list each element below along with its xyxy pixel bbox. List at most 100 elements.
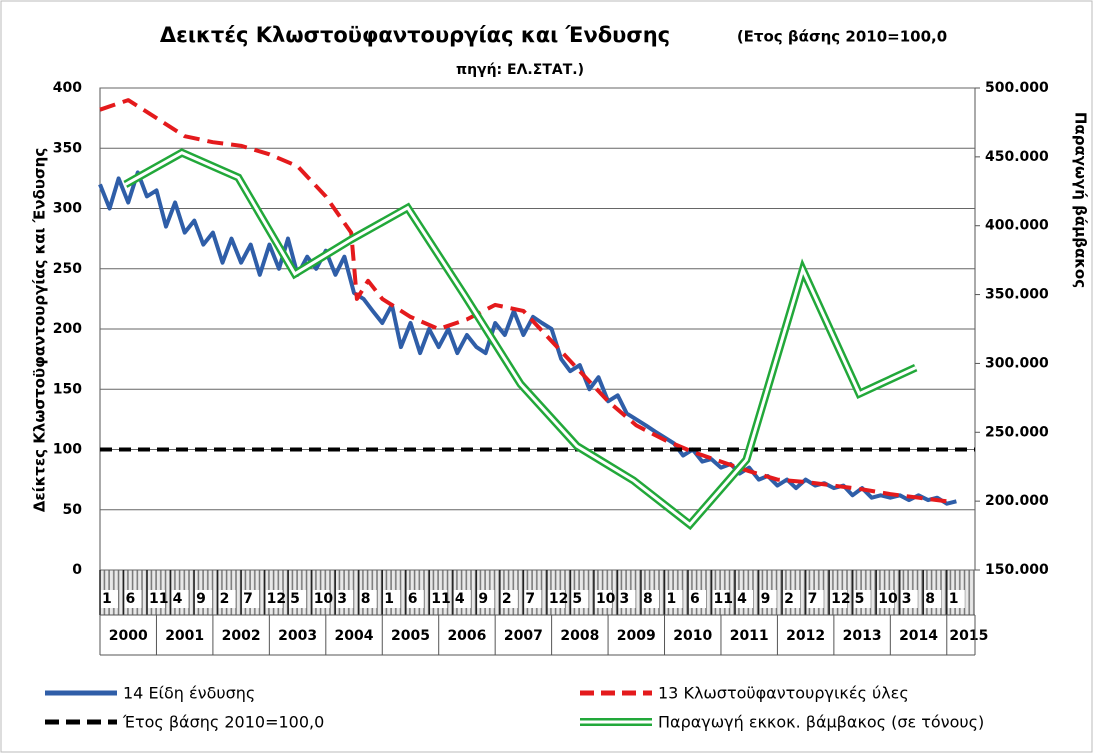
y2-tick-label: 200.000 xyxy=(985,493,1049,509)
x-tick-label: 12 xyxy=(549,591,568,607)
x-tick-label: 3 xyxy=(902,591,912,607)
legend-label: 13 Κλωστοϋφαντουργικές ύλες xyxy=(658,684,909,703)
x-tick-label: 8 xyxy=(643,591,653,607)
year-label: 2008 xyxy=(560,628,599,644)
x-label-bg xyxy=(336,590,354,608)
x-tick-label: 11 xyxy=(149,591,168,607)
x-tick-label: 4 xyxy=(455,591,465,607)
y2-tick-label: 500.000 xyxy=(985,80,1049,96)
y2-tick-label: 150.000 xyxy=(985,562,1049,578)
x-tick-label: 7 xyxy=(243,591,253,607)
x-tick-label: 5 xyxy=(572,591,582,607)
y-tick-label: 300 xyxy=(53,201,82,217)
x-tick-label: 11 xyxy=(714,591,733,607)
x-label-bg xyxy=(524,590,542,608)
y-tick-label: 150 xyxy=(53,381,82,397)
year-label: 2010 xyxy=(673,628,712,644)
x-label-bg xyxy=(924,590,942,608)
year-label: 2006 xyxy=(447,628,486,644)
x-tick-label: 10 xyxy=(878,591,898,607)
line-series-inner xyxy=(124,151,917,527)
x-label-bg xyxy=(430,590,448,608)
x-tick-label: 1 xyxy=(384,591,394,607)
x-label-bg xyxy=(218,590,236,608)
x-tick-label: 11 xyxy=(431,591,450,607)
x-label-bg xyxy=(453,590,471,608)
x-tick-label: 1 xyxy=(949,591,959,607)
x-label-bg xyxy=(312,590,330,608)
year-label: 2005 xyxy=(391,628,430,644)
year-label: 2004 xyxy=(335,628,374,644)
x-label-bg xyxy=(736,590,754,608)
year-label: 2000 xyxy=(109,628,148,644)
year-label: 2007 xyxy=(504,628,543,644)
y-tick-label: 400 xyxy=(53,80,82,96)
x-label-bg xyxy=(148,590,166,608)
x-tick-label: 10 xyxy=(596,591,616,607)
x-label-bg xyxy=(477,590,495,608)
legend-label: Παραγωγή εκκοκ. βάμβακος (σε τόνους) xyxy=(658,713,984,732)
x-label-bg xyxy=(618,590,636,608)
x-tick-label: 9 xyxy=(761,591,771,607)
y-tick-label: 0 xyxy=(72,562,82,578)
year-label: 2003 xyxy=(278,628,317,644)
x-tick-label: 4 xyxy=(173,591,183,607)
legend-label: Έτος βάσης 2010=100,0 xyxy=(122,713,324,732)
year-label: 2015 xyxy=(949,628,988,644)
x-label-bg xyxy=(783,590,801,608)
chart-subtitle: (Ετος βάσης 2010=100,0 xyxy=(737,28,947,46)
x-label-bg xyxy=(900,590,918,608)
year-label: 2014 xyxy=(899,628,938,644)
x-tick-label: 6 xyxy=(690,591,700,607)
x-label-bg xyxy=(689,590,707,608)
x-label-bg xyxy=(265,590,283,608)
chart-title: Δεικτές Κλωστοϋφαντουργίας και Ένδυσης xyxy=(160,23,670,47)
chart-source: πηγή: ΕΛ.ΣΤΑΤ.) xyxy=(456,62,584,78)
x-tick-label: 9 xyxy=(196,591,206,607)
y-axis-label: Δείκτες Κλωστοϋφαντουργίας και Ένδυσης xyxy=(31,148,49,512)
x-label-bg xyxy=(571,590,589,608)
x-label-bg xyxy=(101,590,118,608)
x-tick-label: 8 xyxy=(361,591,371,607)
x-label-bg xyxy=(594,590,612,608)
x-label-bg xyxy=(359,590,377,608)
y-tick-label: 100 xyxy=(53,442,82,458)
x-label-bg xyxy=(500,590,518,608)
x-tick-label: 5 xyxy=(290,591,300,607)
year-label: 2009 xyxy=(617,628,656,644)
x-tick-label: 9 xyxy=(478,591,488,607)
y2-tick-label: 400.000 xyxy=(985,218,1049,234)
y2-tick-label: 300.000 xyxy=(985,355,1049,371)
y-tick-label: 200 xyxy=(53,321,82,337)
x-label-bg xyxy=(547,590,565,608)
x-tick-label: 3 xyxy=(337,591,347,607)
x-label-bg xyxy=(665,590,683,608)
legend-label: 14 Είδη ένδυσης xyxy=(123,684,255,703)
y2-tick-label: 350.000 xyxy=(985,287,1049,303)
x-label-bg xyxy=(759,590,777,608)
year-label: 2001 xyxy=(165,628,204,644)
x-label-bg xyxy=(406,590,424,608)
x-tick-label: 10 xyxy=(314,591,334,607)
y2-axis-label: Παραγωγή βάμβακος xyxy=(1072,112,1090,288)
x-label-bg xyxy=(383,590,401,608)
x-tick-label: 2 xyxy=(784,591,794,607)
x-tick-label: 1 xyxy=(102,591,112,607)
x-tick-label: 8 xyxy=(925,591,935,607)
y-tick-label: 350 xyxy=(53,140,82,156)
x-label-bg xyxy=(242,590,260,608)
y-tick-label: 250 xyxy=(53,261,82,277)
y2-tick-label: 450.000 xyxy=(985,149,1049,165)
x-tick-label: 6 xyxy=(408,591,418,607)
x-tick-label: 1 xyxy=(667,591,677,607)
y2-tick-label: 250.000 xyxy=(985,424,1049,440)
x-label-bg xyxy=(806,590,824,608)
x-tick-label: 2 xyxy=(220,591,230,607)
y-tick-label: 50 xyxy=(63,502,83,518)
x-label-bg xyxy=(641,590,659,608)
x-tick-label: 4 xyxy=(737,591,747,607)
year-label: 2002 xyxy=(222,628,261,644)
year-label: 2012 xyxy=(786,628,825,644)
